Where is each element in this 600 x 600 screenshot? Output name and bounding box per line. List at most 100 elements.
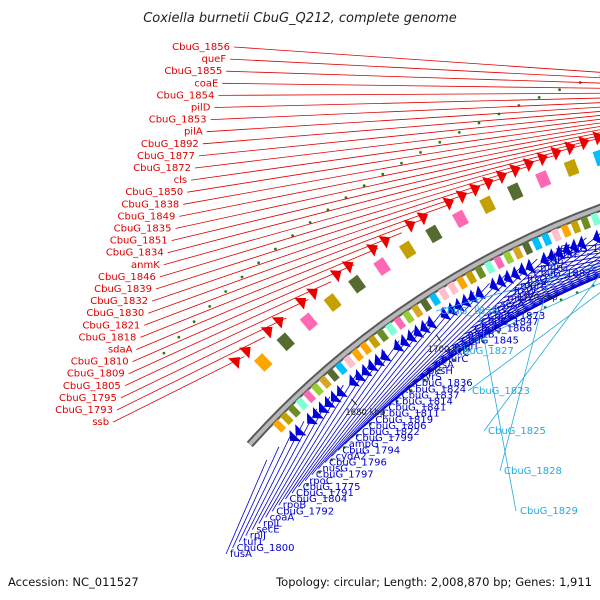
leader-line <box>132 264 355 362</box>
forward-gene-arrow <box>378 235 391 249</box>
reverse-gene-label: rplJ <box>250 531 266 542</box>
forward-gene-label: CbuG_1853 <box>149 115 207 126</box>
cog-category-block <box>402 310 415 324</box>
reverse-gene-label: murF <box>553 250 579 261</box>
gc-dot <box>342 446 346 449</box>
gc-dot <box>438 368 441 372</box>
cog-category-block <box>580 216 592 230</box>
forward-gene-label: CbuG_1809 <box>67 369 125 380</box>
reverse-gene-label: CbuG_1791 <box>296 488 354 499</box>
leader-line <box>163 155 556 266</box>
reverse-gene-arrow <box>393 338 405 352</box>
cog-category-block <box>437 286 451 301</box>
genome-backbone <box>246 203 600 448</box>
forward-gene-label: CbuG_1810 <box>71 357 129 368</box>
cog-category-block <box>280 411 294 426</box>
leader-line <box>171 137 600 241</box>
forward-gene-label: CbuG_1854 <box>157 90 215 101</box>
forward-gene-label: pilA <box>184 127 203 138</box>
reverse-gene-label: secE <box>256 525 279 536</box>
reverse-gene-label: murI <box>454 342 477 353</box>
cog-category-block <box>570 220 582 234</box>
reverse-gene-label: ampG <box>349 439 379 450</box>
reverse-gene-label: nusG <box>322 464 348 475</box>
forward-gene-arrow <box>592 131 600 146</box>
reverse-gene-arrow <box>413 324 425 338</box>
rna-gene-label: CbuG_1825 <box>488 426 546 437</box>
leader-line <box>245 421 305 536</box>
rna-gene-label: CbuG_1829 <box>520 506 578 517</box>
forward-gene-label: CbuG_1892 <box>141 139 199 150</box>
cog-category-block <box>295 396 309 411</box>
leader-line <box>144 217 427 326</box>
gc-dot <box>537 96 541 99</box>
map-title: Coxiella burnetii CbuG_Q212, complete ge… <box>143 11 457 26</box>
cog-category-block <box>276 332 295 352</box>
cog-category-block <box>506 182 524 201</box>
reverse-gene-arrow <box>324 395 336 408</box>
forward-gene-arrow <box>294 298 307 310</box>
forward-gene-label: CbuG_1872 <box>133 163 191 174</box>
reverse-gene-label: murC <box>441 354 468 365</box>
forward-gene-label: CbuG_1877 <box>137 151 195 162</box>
cog-category-block <box>367 334 381 349</box>
forward-gene-arrow <box>550 146 562 161</box>
reverse-gene-label: CbuG_1887 <box>534 268 592 279</box>
forward-gene-arrow <box>522 158 535 172</box>
cog-category-block <box>550 228 562 242</box>
leader-line <box>124 299 309 387</box>
gc-dot <box>240 275 244 279</box>
cog-category-block <box>563 158 580 177</box>
cog-category-block <box>483 260 496 275</box>
leader-line <box>151 190 478 302</box>
reverse-gene-label: ftsW <box>514 287 536 298</box>
kbp-tick-label: 1680 kbp <box>345 408 385 418</box>
leader-line <box>298 330 415 488</box>
reverse-gene-label: murB <box>468 329 495 340</box>
forward-gene-label: ssb <box>92 417 109 428</box>
leader-line <box>128 281 332 375</box>
cog-category-block <box>456 275 469 290</box>
reverse-gene-label: tyrS <box>421 372 441 383</box>
cog-category-block <box>474 265 487 280</box>
leader-line <box>351 258 538 439</box>
leader-line <box>324 291 475 463</box>
reverse-gene-label: CbuG_1836 <box>415 378 473 389</box>
cog-category-block <box>521 241 534 256</box>
forward-gene-label: CbuG_1839 <box>94 284 152 295</box>
leader-line <box>155 177 503 290</box>
reverse-gene-label: CbuG_1794 <box>342 445 400 456</box>
gc-dot <box>368 422 372 426</box>
reverse-gene-label: murE <box>520 281 547 292</box>
leader-line <box>384 240 600 408</box>
leader-line <box>225 459 268 555</box>
gc-dot <box>306 483 309 487</box>
accession-text: Accession: NC_011527 <box>8 575 139 589</box>
cog-category-block <box>398 240 417 260</box>
gc-dot <box>423 378 427 382</box>
forward-gene-label: CbuG_1795 <box>59 393 117 404</box>
leader-line <box>187 126 600 193</box>
leader-line <box>175 135 600 229</box>
reverse-gene-arrow <box>295 424 307 436</box>
leader-line <box>167 144 583 254</box>
gc-dot <box>330 458 334 462</box>
cog-category-block <box>502 250 515 265</box>
leader-line <box>210 102 600 120</box>
leader-line <box>291 340 400 494</box>
feature-tracks <box>228 131 600 442</box>
leader-line <box>499 255 556 472</box>
leader-line <box>364 244 571 427</box>
reverse-gene-arrow <box>336 384 348 398</box>
reverse-gene-arrow <box>427 315 438 329</box>
forward-gene-label: CbuG_1856 <box>172 42 230 53</box>
leader-line <box>159 165 530 278</box>
reverse-gene-label: lpxC <box>448 348 470 359</box>
forward-gene-arrow <box>468 183 481 197</box>
reverse-gene-label: CbuG_1799 <box>355 433 413 444</box>
leader-line <box>304 320 429 482</box>
reverse-gene-label: CbuG_1873 <box>487 311 545 322</box>
forward-gene-label: queF <box>202 54 227 65</box>
forward-gene-label: CbuG_1838 <box>121 199 179 210</box>
